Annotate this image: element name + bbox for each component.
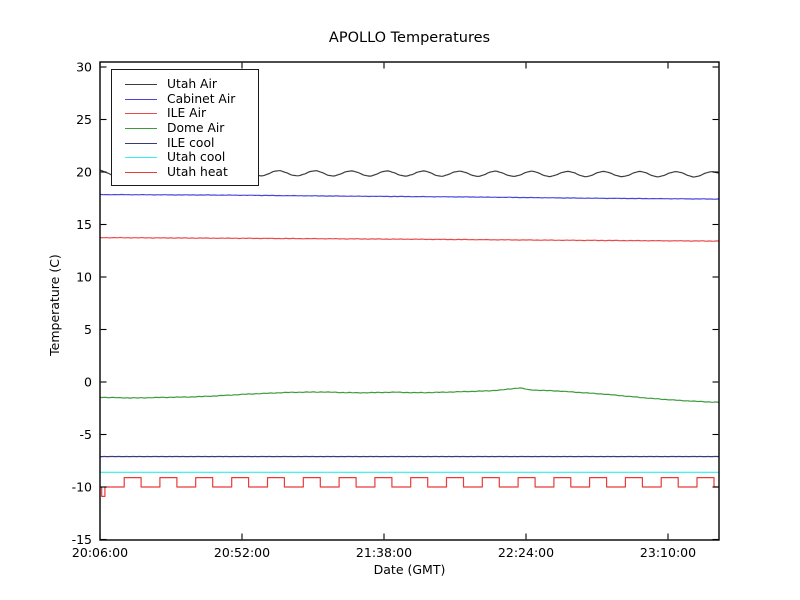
legend-item-cabinet-air: Cabinet Air [112, 92, 258, 107]
legend-item-ile-air: ILE Air [112, 106, 258, 121]
x-tick-label: 20:52:00 [214, 545, 270, 560]
legend: Utah Air Cabinet Air ILE Air Dome Air ILE co… [111, 69, 259, 186]
y-tick-label: -5 [80, 427, 92, 442]
y-tick-label: 5 [84, 322, 92, 337]
legend-line-sample-utah-cool [125, 157, 157, 159]
x-tick-label: 21:38:00 [356, 545, 412, 560]
legend-item-ile-cool: ILE cool [112, 136, 258, 151]
legend-label-ile-air: ILE Air [167, 106, 207, 121]
legend-line-sample-cabinet-air [125, 98, 157, 100]
legend-label-ile-cool: ILE cool [167, 135, 215, 150]
legend-label-utah-air: Utah Air [167, 77, 217, 91]
legend-line-sample-utah-heat [125, 171, 157, 173]
legend-line-sample-ile-cool [125, 142, 157, 144]
series-line-ile-air [99, 236, 719, 242]
y-tick-label: 20 [76, 164, 92, 179]
series-line-utah-heat [100, 477, 719, 497]
legend-item-dome-air: Dome Air [112, 121, 258, 136]
legend-item-utah-cool: Utah cool [112, 150, 258, 165]
legend-line-sample-utah-air [125, 83, 157, 85]
x-tick-label: 23:10:00 [640, 545, 696, 560]
y-tick-label: 30 [76, 59, 92, 74]
chart-title: APOLLO Temperatures [328, 30, 491, 46]
plot-border [99, 61, 720, 541]
legend-item-utah-air: Utah Air [112, 77, 258, 92]
series-line-dome-air [99, 387, 719, 403]
series-line-cabinet-air [99, 193, 719, 200]
legend-label-utah-heat: Utah heat [167, 165, 228, 180]
y-tick-label: 10 [76, 269, 92, 284]
legend-label-utah-cool: Utah cool [167, 150, 226, 165]
legend-label-cabinet-air: Cabinet Air [167, 91, 236, 106]
y-tick-label: 0 [84, 374, 92, 389]
x-tick-label: 22:24:00 [498, 545, 554, 560]
legend-line-sample-dome-air [125, 127, 157, 129]
x-axis-label: Date (GMT) [373, 562, 446, 577]
y-axis-label: Temperature (C) [47, 254, 62, 356]
x-tick-label: 20:06:00 [72, 545, 128, 560]
legend-item-utah-heat: Utah heat [112, 165, 258, 180]
y-tick-label: 25 [76, 112, 92, 127]
legend-label-dome-air: Dome Air [167, 121, 225, 136]
legend-line-sample-ile-air [125, 113, 157, 115]
y-tick-label: 15 [76, 217, 92, 232]
y-tick-label: -10 [72, 479, 92, 494]
y-tick-label: -15 [72, 532, 92, 547]
